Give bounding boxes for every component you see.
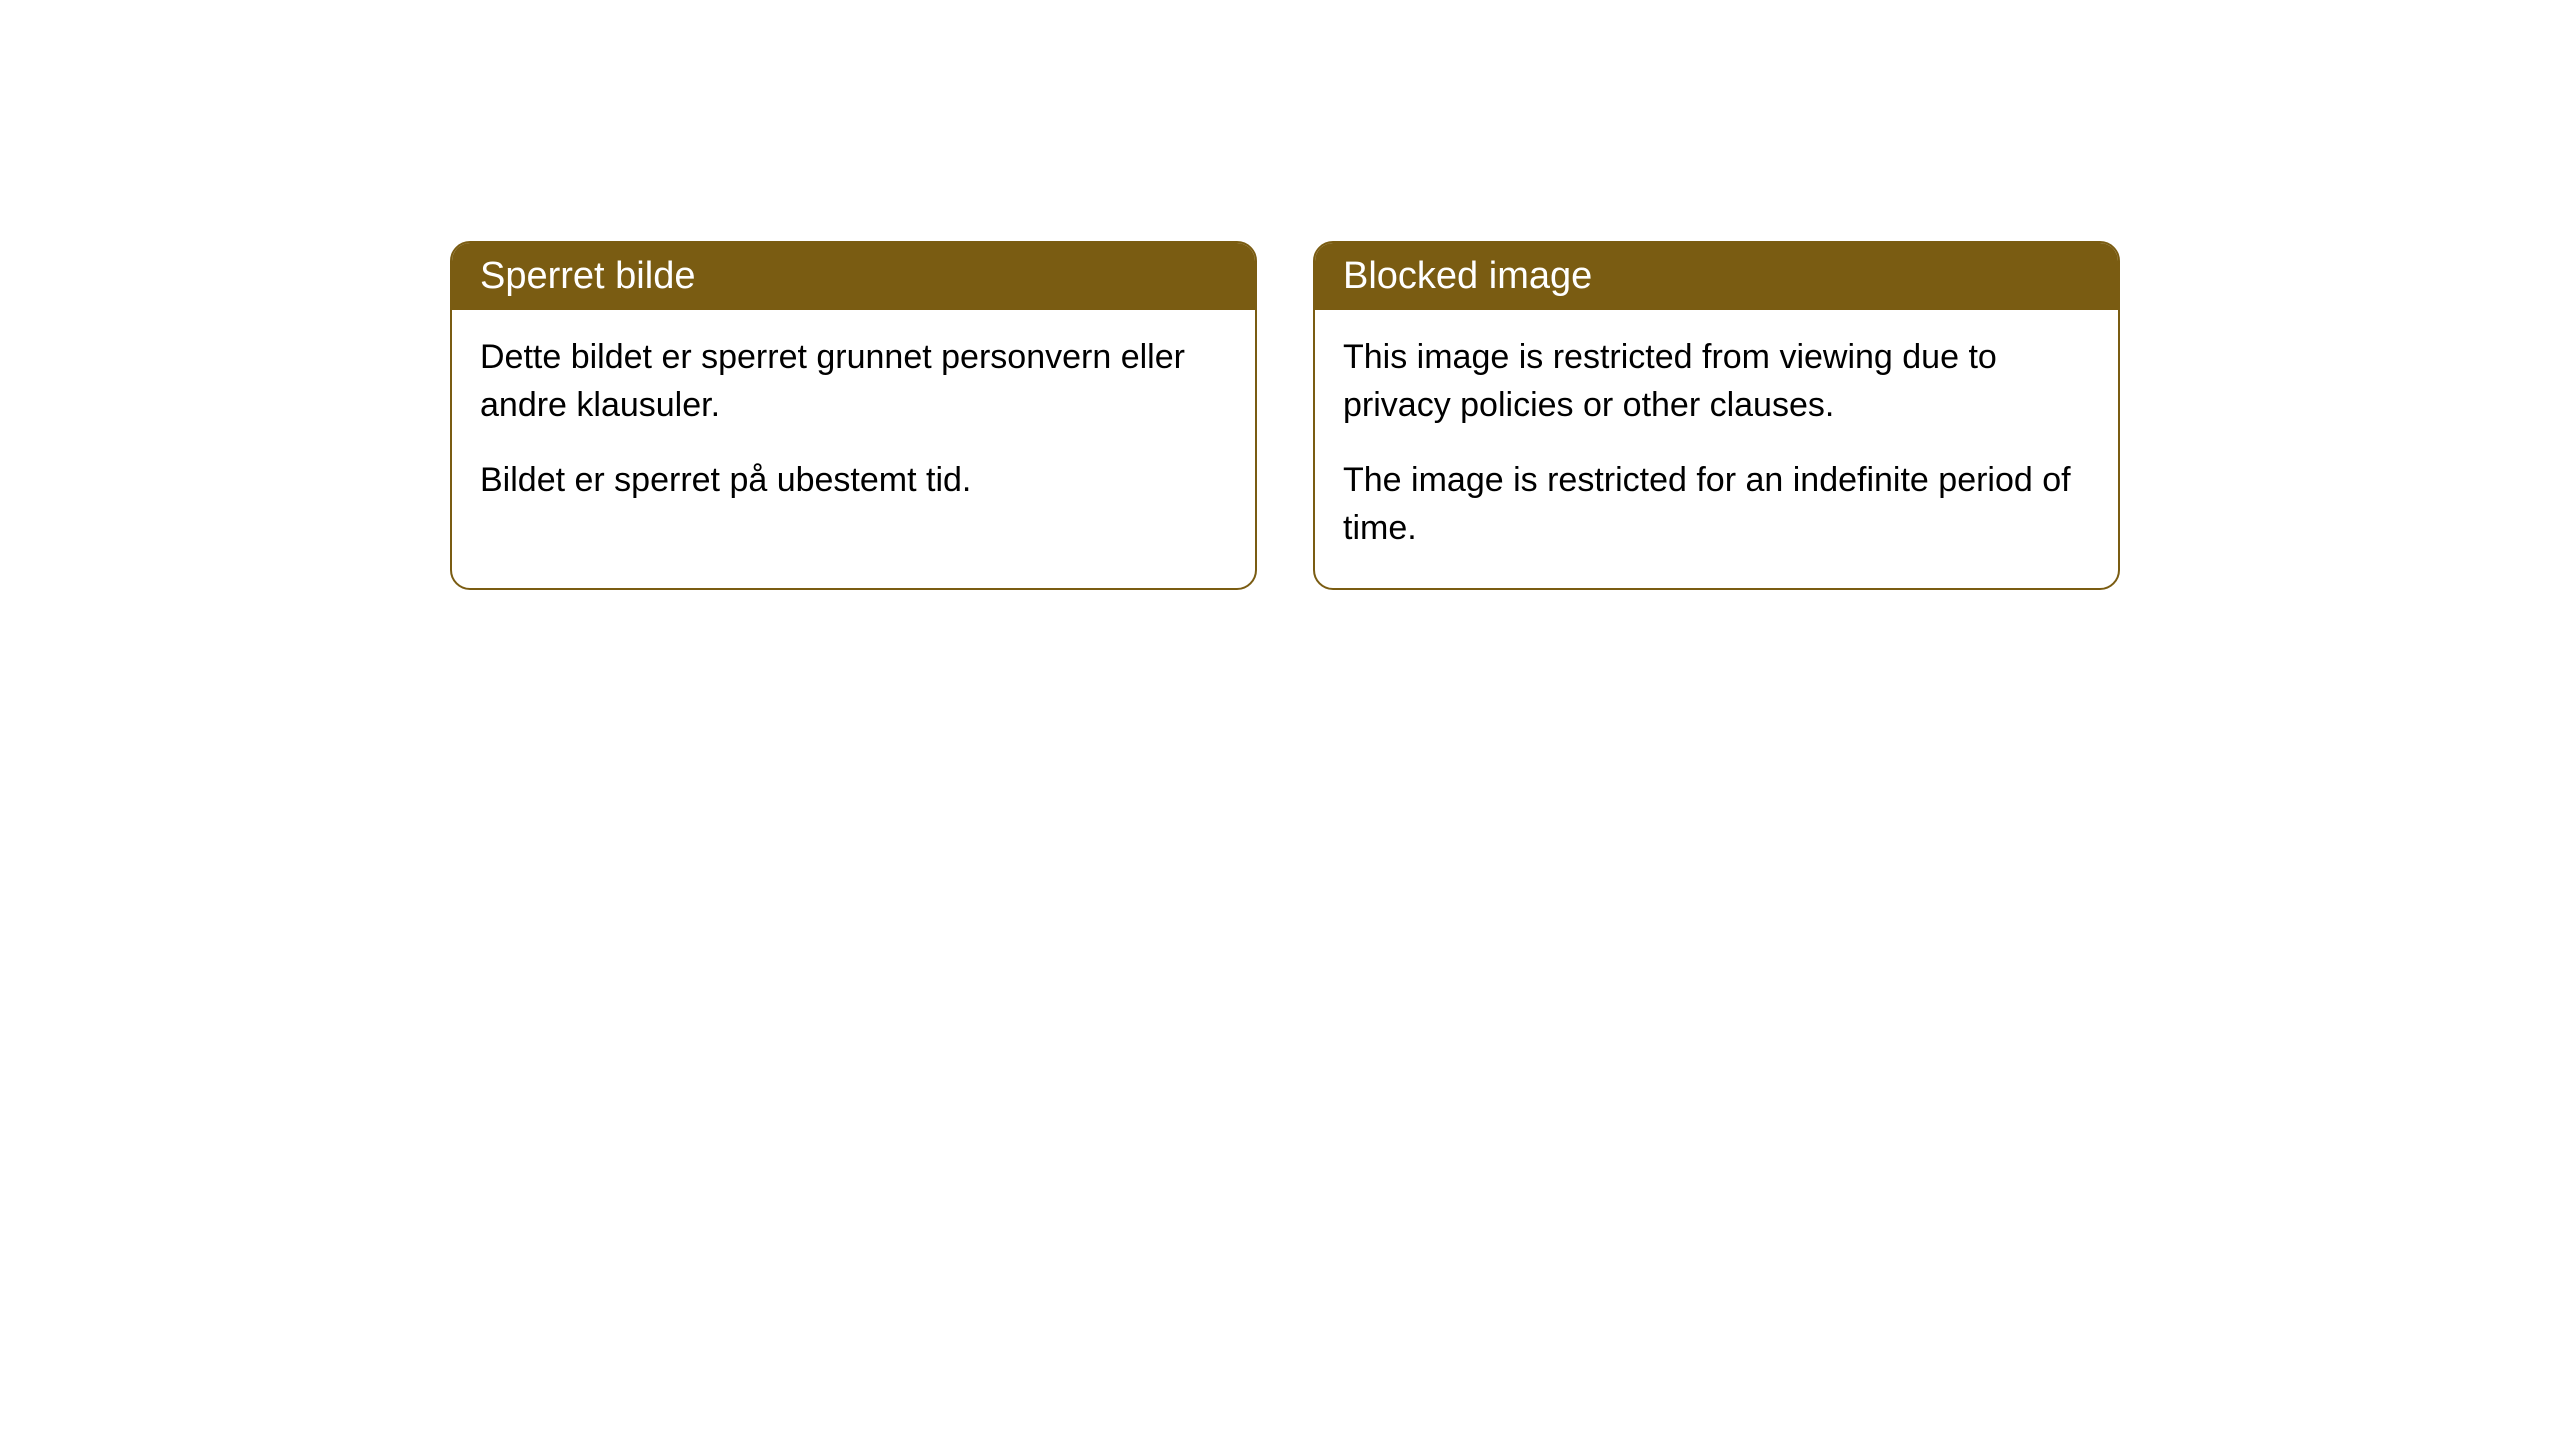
- notice-card-english: Blocked image This image is restricted f…: [1313, 241, 2120, 590]
- notice-body-norwegian: Dette bildet er sperret grunnet personve…: [452, 310, 1255, 541]
- notice-title: Sperret bilde: [480, 255, 695, 297]
- notice-body-english: This image is restricted from viewing du…: [1315, 310, 2118, 588]
- notice-paragraph: Bildet er sperret på ubestemt tid.: [480, 457, 1227, 505]
- notice-header-english: Blocked image: [1315, 243, 2118, 310]
- notice-card-norwegian: Sperret bilde Dette bildet er sperret gr…: [450, 241, 1257, 590]
- notice-container: Sperret bilde Dette bildet er sperret gr…: [0, 0, 2560, 590]
- notice-paragraph: This image is restricted from viewing du…: [1343, 334, 2090, 429]
- notice-header-norwegian: Sperret bilde: [452, 243, 1255, 310]
- notice-title: Blocked image: [1343, 255, 1592, 297]
- notice-paragraph: Dette bildet er sperret grunnet personve…: [480, 334, 1227, 429]
- notice-paragraph: The image is restricted for an indefinit…: [1343, 457, 2090, 552]
